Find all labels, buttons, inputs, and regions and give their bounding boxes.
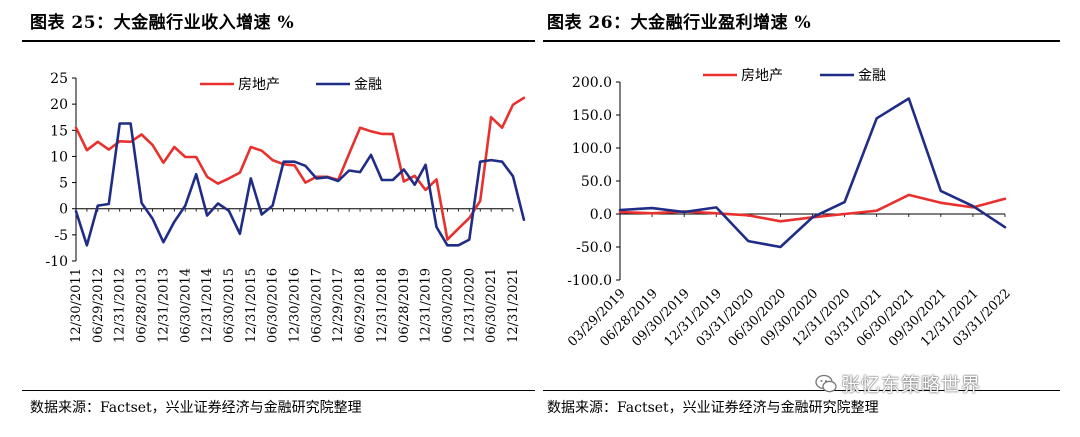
series-line-房地产 bbox=[74, 96, 526, 241]
y-tick-label: 200.0 bbox=[572, 75, 612, 91]
y-tick-label: 150.0 bbox=[572, 108, 612, 124]
x-tick-label: 12/31/2015 bbox=[244, 268, 259, 343]
legend-label: 金融 bbox=[858, 68, 886, 84]
x-tick-label: 12/31/2020 bbox=[462, 268, 477, 343]
y-tick-label: 15 bbox=[50, 123, 68, 139]
title-rule bbox=[543, 40, 1060, 42]
y-tick-label: 100.0 bbox=[572, 141, 612, 157]
y-tick-label: -10 bbox=[45, 254, 68, 270]
y-tick-label: 5 bbox=[59, 176, 68, 192]
x-tick-label: 12/31/2014 bbox=[200, 268, 215, 343]
source-rule bbox=[543, 390, 1060, 391]
x-tick-label: 06/30/2014 bbox=[178, 268, 193, 343]
chart-panel-revenue: 图表 25：大金融行业收入增速 % -10 -5 0 5 10 15 20 25 12/30/2… bbox=[0, 0, 535, 437]
watermark-text: 张忆东策略世界 bbox=[841, 374, 982, 396]
y-tick-label: 0 bbox=[59, 202, 68, 218]
chart-title: 图表 26：大金融行业盈利增速 % bbox=[547, 13, 812, 33]
x-tick-label: 06/30/2021 bbox=[484, 268, 499, 343]
x-tick-label: 06/28/2019 bbox=[397, 268, 412, 343]
y-tick-label: 10 bbox=[50, 149, 68, 165]
series-line-金融 bbox=[74, 122, 526, 247]
chart-panel-profit: 图表 26：大金融行业盈利增速 % -100.0 -50.0 0.0 50.0 100.… bbox=[543, 0, 1080, 437]
source-note: 数据来源：Factset，兴业证券经济与金融研究院整理 bbox=[547, 400, 879, 416]
x-tick-label: 12/30/2016 bbox=[288, 268, 303, 343]
x-tick-label: 12/30/2011 bbox=[69, 268, 84, 343]
x-tick-label: 12/31/2012 bbox=[113, 268, 128, 343]
x-tick-label: 12/31/2021 bbox=[506, 268, 521, 343]
y-tick-label: 0.0 bbox=[590, 207, 612, 223]
x-tick-label: 06/28/2013 bbox=[135, 268, 150, 343]
y-tick-label: 25 bbox=[50, 71, 68, 87]
x-tick-label: 06/30/2016 bbox=[266, 268, 281, 343]
x-tick-label: 06/30/2017 bbox=[309, 268, 324, 343]
y-tick-label: -5 bbox=[54, 228, 68, 244]
y-tick-label: 20 bbox=[50, 97, 68, 113]
title-rule bbox=[22, 40, 535, 42]
chart-title: 图表 25：大金融行业收入增速 % bbox=[30, 13, 295, 33]
x-tick-label: 06/29/2018 bbox=[353, 268, 368, 343]
x-tick-label: 12/31/2018 bbox=[375, 268, 390, 343]
series-line-金融 bbox=[618, 97, 1007, 249]
y-tick-label: -50.0 bbox=[576, 240, 612, 256]
source-note: 数据来源：Factset，兴业证券经济与金融研究院整理 bbox=[30, 400, 362, 416]
x-tick-label: 06/29/2012 bbox=[91, 268, 106, 343]
x-tick-label: 12/31/2013 bbox=[156, 268, 171, 343]
wechat-icon bbox=[815, 374, 837, 392]
y-tick-label: -100.0 bbox=[567, 273, 612, 289]
profit-growth-chart: -100.0-50.00.050.0100.0150.0200.003/29/2… bbox=[565, 68, 1014, 350]
x-tick-label: 12/29/2017 bbox=[331, 268, 346, 343]
legend-label: 房地产 bbox=[741, 68, 783, 84]
y-tick-label: 50.0 bbox=[581, 174, 612, 190]
x-tick-label: 12/31/2019 bbox=[419, 268, 434, 343]
legend-label: 金融 bbox=[354, 77, 382, 93]
x-tick-label: 06/30/2020 bbox=[440, 268, 455, 343]
x-tick-label: 06/30/2015 bbox=[222, 268, 237, 343]
revenue-growth-chart: -10 -5 0 5 10 15 20 25 12/30/2011 06/29/2012 12/31… bbox=[45, 71, 526, 343]
legend-label: 房地产 bbox=[238, 77, 280, 93]
watermark: 张忆东策略世界 bbox=[815, 370, 981, 400]
source-rule bbox=[22, 390, 535, 391]
